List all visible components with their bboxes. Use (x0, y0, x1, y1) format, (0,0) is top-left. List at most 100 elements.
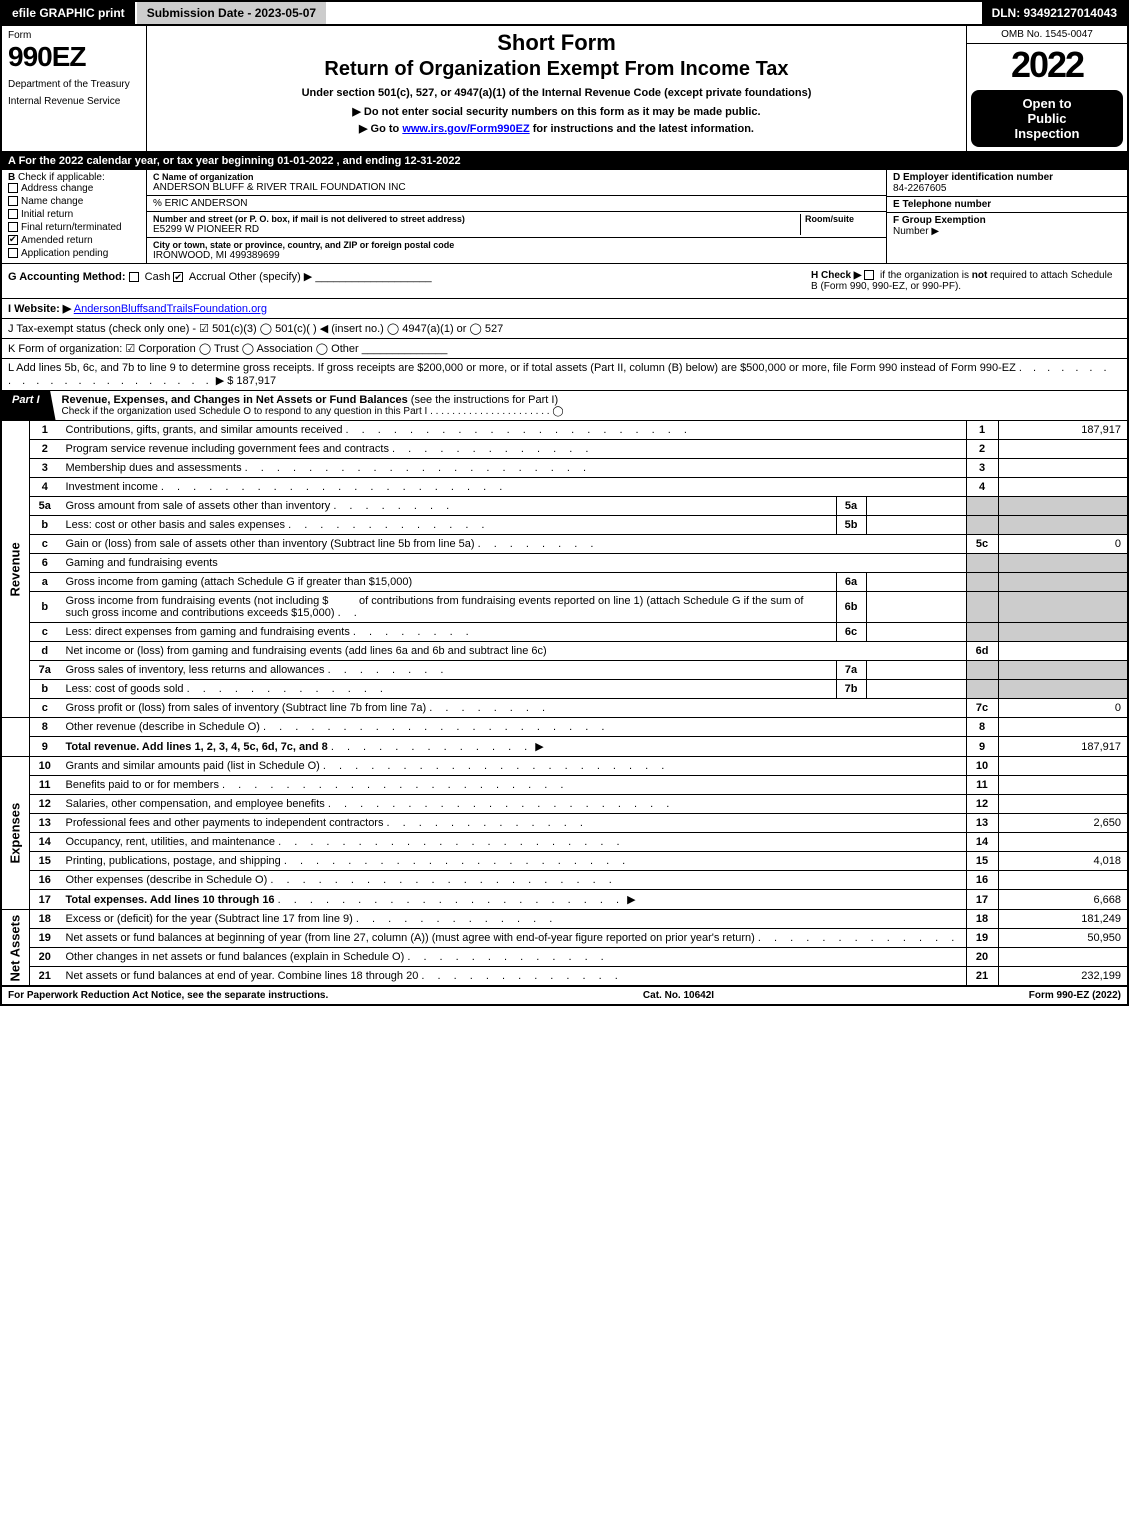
l2-no: 2 (30, 440, 60, 459)
line-15: 15 Printing, publications, postage, and … (1, 852, 1128, 871)
line-16: 16 Other expenses (describe in Schedule … (1, 871, 1128, 890)
chk-name-change[interactable]: Name change (8, 196, 140, 207)
b-text: Check if applicable: (18, 172, 105, 183)
b-label: B (8, 172, 15, 183)
c-city-row: City or town, state or province, country… (147, 238, 886, 263)
open-line1: Open to (975, 96, 1119, 111)
l5b-desc: Less: cost or other basis and sales expe… (60, 516, 837, 535)
l9-box: 9 (966, 737, 998, 757)
g-accounting: G Accounting Method: Cash Accrual Other … (8, 270, 811, 292)
l6b-subval (866, 592, 966, 623)
l14-desc: Occupancy, rent, utilities, and maintena… (60, 833, 967, 852)
l7c-amt: 0 (998, 699, 1128, 718)
l18-no: 18 (30, 910, 60, 929)
footer-right-pre: Form (1029, 990, 1057, 1001)
dept-irs: Internal Revenue Service (8, 96, 140, 107)
l5a-box (966, 497, 998, 516)
chk-accrual[interactable] (173, 272, 183, 282)
part1-sub-text: Check if the organization used Schedule … (62, 406, 428, 417)
expenses-table: Expenses 10 Grants and similar amounts p… (0, 757, 1129, 910)
g-label: G Accounting Method: (8, 271, 126, 283)
chk-application-pending-label: Application pending (21, 248, 108, 259)
line-6d: d Net income or (loss) from gaming and f… (1, 642, 1128, 661)
l6b-no: b (30, 592, 60, 623)
l4-amt (998, 478, 1128, 497)
chk-address-change[interactable]: Address change (8, 183, 140, 194)
note-ssn: ▶ Do not enter social security numbers o… (155, 105, 958, 118)
h-not: not (972, 270, 988, 281)
l6a-desc: Gross income from gaming (attach Schedul… (60, 573, 837, 592)
part1-header: Part I Revenue, Expenses, and Changes in… (0, 391, 1129, 421)
city-value: IRONWOOD, MI 499389699 (153, 250, 880, 261)
l5b-subval (866, 516, 966, 535)
chk-application-pending[interactable]: Application pending (8, 248, 140, 259)
l9-amt: 187,917 (998, 737, 1128, 757)
l7a-desc: Gross sales of inventory, less returns a… (60, 661, 837, 680)
chk-amended-return[interactable]: Amended return (8, 235, 140, 246)
chk-h[interactable] (864, 270, 874, 280)
l6d-no: d (30, 642, 60, 661)
l16-amt (998, 871, 1128, 890)
l5c-amt: 0 (998, 535, 1128, 554)
chk-cash[interactable] (129, 272, 139, 282)
l19-box: 19 (966, 929, 998, 948)
l19-desc: Net assets or fund balances at beginning… (60, 929, 967, 948)
chk-final-return[interactable]: Final return/terminated (8, 222, 140, 233)
l7b-amt (998, 680, 1128, 699)
c-careof-row: % ERIC ANDERSON (147, 196, 886, 212)
l6d-amt (998, 642, 1128, 661)
open-line3: Inspection (975, 126, 1119, 141)
netassets-table: Net Assets 18 Excess or (deficit) for th… (0, 910, 1129, 986)
l9-no: 9 (30, 737, 60, 757)
line-3: 3 Membership dues and assessments . . . … (1, 459, 1128, 478)
row-a-taxyear: A For the 2022 calendar year, or tax yea… (0, 153, 1129, 170)
l5c-desc: Gain or (loss) from sale of assets other… (60, 535, 967, 554)
l7b-sub: 7b (836, 680, 866, 699)
footer-left: For Paperwork Reduction Act Notice, see … (8, 990, 328, 1001)
l6a-sub: 6a (836, 573, 866, 592)
part1-sub-chk[interactable]: ◯ (552, 406, 563, 417)
header-center: Short Form Return of Organization Exempt… (147, 26, 967, 151)
efile-button[interactable]: efile GRAPHIC print (2, 2, 137, 24)
note-goto-post: for instructions and the latest informat… (530, 123, 754, 135)
l5b-no: b (30, 516, 60, 535)
sidebar-revenue: Revenue (1, 421, 30, 718)
l12-amt (998, 795, 1128, 814)
part1-title-text: Revenue, Expenses, and Changes in Net As… (62, 394, 408, 406)
l5a-sub: 5a (836, 497, 866, 516)
arrow-icon: ▶ (627, 894, 635, 906)
l13-desc: Professional fees and other payments to … (60, 814, 967, 833)
chk-initial-return[interactable]: Initial return (8, 209, 140, 220)
l13-no: 13 (30, 814, 60, 833)
chk-amended-return-label: Amended return (21, 235, 93, 246)
line-7b: b Less: cost of goods sold . . . . . . .… (1, 680, 1128, 699)
street-value: E5299 W PIONEER RD (153, 224, 800, 235)
note-goto-pre: ▶ Go to (359, 123, 402, 135)
l14-box: 14 (966, 833, 998, 852)
l5a-amt (998, 497, 1128, 516)
omb-number: OMB No. 1545-0047 (967, 26, 1127, 44)
l5a-subval (866, 497, 966, 516)
l7b-subval (866, 680, 966, 699)
l3-amt (998, 459, 1128, 478)
row-g-h: G Accounting Method: Cash Accrual Other … (0, 264, 1129, 299)
l6b-sub: 6b (836, 592, 866, 623)
l21-desc: Net assets or fund balances at end of ye… (60, 967, 967, 986)
page-footer: For Paperwork Reduction Act Notice, see … (0, 986, 1129, 1006)
line-8: 8 Other revenue (describe in Schedule O)… (1, 718, 1128, 737)
l6c-amt (998, 623, 1128, 642)
website-link[interactable]: AndersonBluffsandTrailsFoundation.org (74, 303, 267, 315)
h-text2: if the organization is (880, 270, 972, 281)
c-label: C Name of organization (153, 172, 880, 182)
l8-box: 8 (966, 718, 998, 737)
part1-sub-dots: . . . . . . . . . . . . . . . . . . . . … (430, 406, 549, 417)
l7a-amt (998, 661, 1128, 680)
irs-link[interactable]: www.irs.gov/Form990EZ (402, 123, 529, 135)
l7a-no: 7a (30, 661, 60, 680)
l6-box (966, 554, 998, 573)
l1-amt: 187,917 (998, 421, 1128, 440)
l6a-no: a (30, 573, 60, 592)
g-other-line: ___________________ (315, 271, 431, 283)
d-label: D Employer identification number (893, 172, 1121, 183)
l8-desc: Other revenue (describe in Schedule O) .… (60, 718, 967, 737)
